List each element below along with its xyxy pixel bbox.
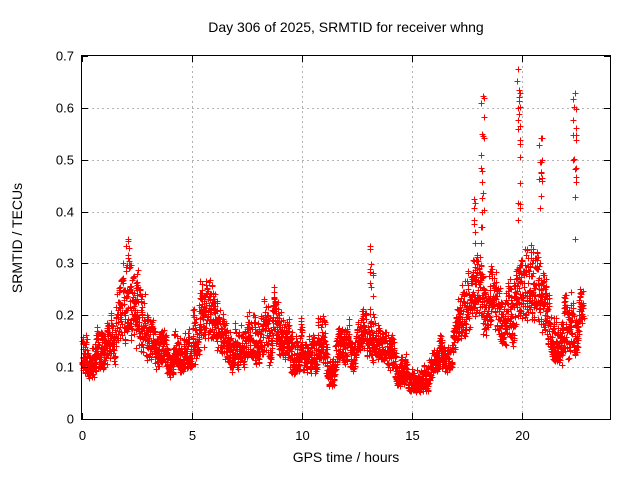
x-tick-label: 20 [515, 428, 529, 443]
y-tick-label: 0.2 [56, 308, 74, 323]
y-tick-label: 0.6 [56, 101, 74, 116]
data-points-series [79, 66, 588, 396]
y-tick-label: 0.4 [56, 205, 74, 220]
x-tick-label: 15 [405, 428, 419, 443]
x-tick-label: 0 [79, 428, 86, 443]
chart-title: Day 306 of 2025, SRMTID for receiver whn… [208, 19, 483, 35]
y-axis-label: SRMTID / TECUs [9, 183, 25, 293]
y-tick-label: 0.1 [56, 360, 74, 375]
axis-ticks [82, 56, 610, 420]
plot-border [81, 55, 611, 420]
y-tick-label: 0.7 [56, 49, 74, 64]
x-tick-label: 5 [189, 428, 196, 443]
y-tick-label: 0.5 [56, 153, 74, 168]
y-tick-label: 0 [67, 412, 74, 427]
x-axis-label: GPS time / hours [293, 449, 400, 465]
y-tick-label: 0.3 [56, 256, 74, 271]
x-tick-label: 10 [295, 428, 309, 443]
axis-tick-labels: 0 5 10 15 20 0 0.1 0.2 0.3 0.4 0.5 0.6 0.7 [56, 49, 530, 444]
